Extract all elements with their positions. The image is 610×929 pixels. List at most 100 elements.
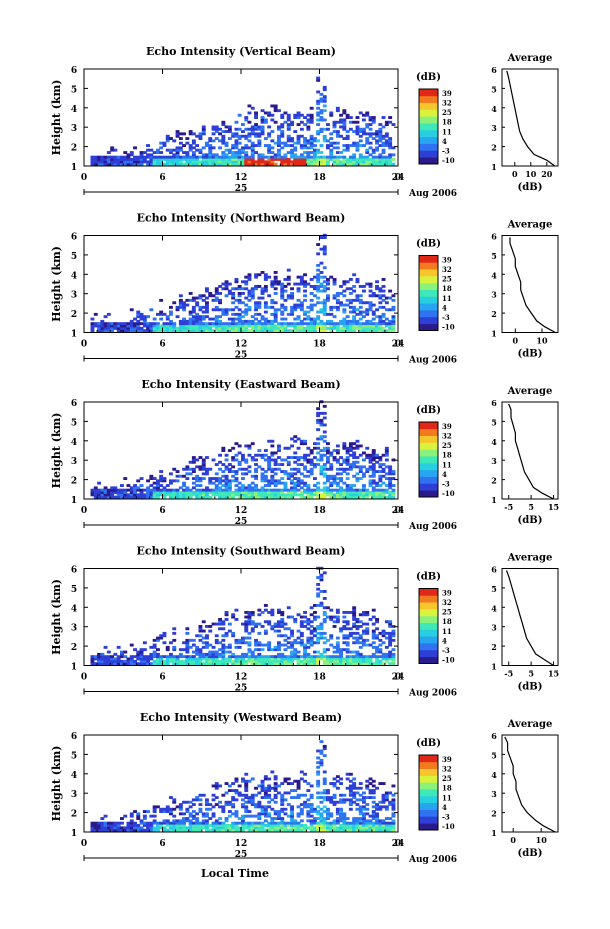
heatmap-cell	[375, 814, 379, 818]
heatmap-cell	[208, 148, 213, 152]
heatmap-cell	[195, 812, 200, 816]
heatmap-cell	[146, 659, 150, 663]
heatmap-cell	[368, 662, 373, 666]
heatmap-cell	[178, 805, 183, 809]
heatmap-cell	[368, 162, 373, 166]
heatmap-cell	[309, 449, 314, 452]
heatmap-cell	[391, 305, 396, 309]
heatmap-cell	[162, 493, 167, 497]
heatmap-cell	[309, 139, 314, 143]
month-label: Aug 2006	[408, 855, 457, 865]
heatmap-cell	[172, 148, 177, 152]
heatmap-cell	[254, 326, 258, 330]
heatmap-cell	[214, 824, 219, 827]
heatmap-cell	[198, 294, 203, 298]
heatmap-cell	[290, 812, 294, 816]
heatmap-cell	[384, 465, 389, 469]
heatmap-cell	[244, 308, 249, 312]
heatmap-cell	[345, 655, 350, 659]
x-tick-label: 6	[159, 673, 165, 683]
heatmap-cell	[123, 826, 128, 830]
heatmap-cell	[267, 479, 272, 483]
heatmap-cell	[303, 326, 307, 330]
heatmap-cell	[293, 652, 298, 656]
heatmap-cell	[358, 786, 363, 790]
heatmap-cell	[241, 315, 245, 319]
heatmap-cell	[309, 657, 314, 661]
colorbar-tick-label: 11	[442, 627, 452, 636]
heatmap-cell	[260, 127, 265, 131]
heatmap-cell	[381, 634, 386, 638]
heatmap-cell	[103, 493, 108, 497]
heatmap-cell	[352, 625, 357, 628]
heatmap-cell	[280, 324, 285, 328]
heatmap-cell	[316, 407, 321, 411]
heatmap-cell	[355, 798, 360, 802]
heatmap-cell	[283, 495, 288, 499]
heatmap-cell	[303, 772, 307, 776]
heatmap-cell	[103, 824, 108, 827]
heatmap-cell	[152, 155, 157, 159]
heatmap-cell	[322, 618, 327, 621]
heatmap-cell	[381, 826, 386, 830]
heatmap-cell	[326, 826, 330, 830]
heatmap-cell	[237, 319, 242, 323]
heatmap-cell	[306, 645, 311, 649]
heatmap-cell	[342, 308, 347, 312]
heatmap-cell	[139, 155, 144, 159]
heatmap-cell	[211, 824, 216, 827]
heatmap-cell	[211, 477, 216, 480]
heatmap-cell	[250, 322, 255, 326]
heatmap-cell	[97, 155, 101, 159]
heatmap-cell	[348, 127, 353, 131]
heatmap-cell	[205, 488, 209, 492]
heatmap-cell	[208, 162, 213, 166]
heatmap-cell	[198, 821, 203, 825]
heatmap-cell	[267, 160, 272, 164]
heatmap-cell	[191, 460, 196, 464]
heatmap-cell	[244, 472, 249, 476]
heatmap-cell	[365, 821, 370, 825]
heatmap-cell	[250, 824, 255, 827]
heatmap-cell	[211, 127, 216, 131]
heatmap-cell	[283, 488, 288, 492]
heatmap-cell	[257, 648, 262, 652]
heatmap-cell	[365, 826, 370, 830]
heatmap-cell	[267, 162, 272, 166]
heatmap-cell	[267, 148, 272, 152]
heatmap-cell	[257, 296, 262, 300]
heatmap-cell	[322, 826, 327, 830]
heatmap-cell	[205, 472, 209, 476]
heatmap-cell	[214, 326, 219, 330]
heatmap-cell	[162, 655, 167, 659]
heatmap-cell	[250, 158, 255, 161]
heatmap-cell	[263, 329, 268, 333]
heatmap-cell	[296, 456, 301, 459]
colorbar-tick-label: 4	[442, 303, 447, 312]
heatmap-cell	[296, 298, 301, 302]
heatmap-cell	[227, 828, 232, 832]
heatmap-cell	[257, 800, 262, 804]
heatmap-cell	[188, 819, 193, 823]
heatmap-cell	[299, 486, 304, 490]
heatmap-cell	[152, 821, 157, 825]
heatmap-cell	[273, 319, 278, 323]
avg-x-tick-label: -5	[504, 502, 513, 512]
heatmap-cell	[195, 134, 200, 138]
heatmap-cell	[371, 458, 376, 462]
heatmap-cell	[293, 796, 298, 799]
heatmap-cell	[120, 324, 124, 328]
heatmap-cell	[335, 495, 340, 499]
heatmap-cell	[371, 486, 376, 490]
heatmap-cell	[391, 800, 396, 804]
heatmap-cell	[244, 662, 249, 666]
heatmap-cell	[169, 472, 173, 476]
heatmap-cell	[142, 322, 147, 326]
heatmap-cell	[368, 305, 373, 309]
heatmap-cell	[352, 144, 357, 147]
heatmap-cell	[342, 123, 347, 126]
heatmap-cell	[260, 160, 265, 164]
heatmap-cell	[211, 812, 216, 816]
heatmap-cell	[237, 162, 242, 166]
heatmap-cell	[273, 817, 278, 820]
